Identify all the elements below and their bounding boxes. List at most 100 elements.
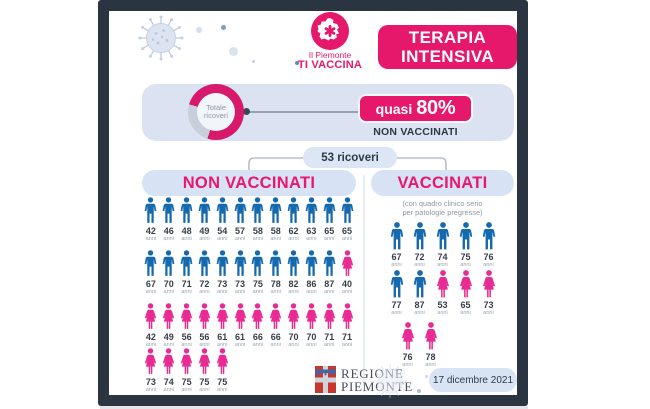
male-person-icon (179, 197, 194, 225)
age-unit: anni (341, 341, 353, 348)
male-person-icon (340, 197, 355, 225)
female-person-icon (143, 348, 158, 376)
age-value: 58 (252, 225, 263, 236)
age-value: 65 (460, 300, 471, 310)
donut-connector-dot (243, 108, 250, 115)
person-female: 76 anni (396, 322, 419, 368)
person-female: 56 anni (195, 303, 213, 348)
age-value: 46 (163, 225, 174, 236)
age-unit: anni (145, 288, 157, 295)
age-value: 74 (163, 376, 174, 387)
person-female: 66 anni (249, 303, 267, 348)
age-unit: anni (425, 362, 436, 368)
person-male: 87 anni (320, 250, 338, 295)
age-value: 57 (235, 225, 246, 236)
age-unit: anni (217, 386, 228, 393)
age-unit: anni (323, 235, 335, 242)
age-unit: anni (341, 235, 353, 242)
male-person-icon (233, 250, 248, 278)
person-female: 70 anni (285, 303, 303, 348)
person-male: 76 anni (477, 222, 500, 268)
donut-label: Totale ricoveri (197, 93, 235, 131)
age-value: 67 (145, 278, 156, 289)
logo-text-line1: Il Piemonte (308, 50, 352, 60)
age-value: 58 (270, 225, 281, 236)
piemonte-map-icon (317, 18, 339, 41)
person-male: 78 anni (267, 250, 285, 295)
age-unit: anni (414, 262, 425, 268)
age-value: 72 (199, 278, 210, 289)
age-value: 73 (217, 278, 228, 289)
piemonte-shield-icon (315, 366, 336, 393)
non-vaccinati-row-4: 73 anni 74 anni 75 anni 75 anni 75 anni (142, 348, 356, 393)
age-value: 75 (460, 252, 471, 262)
age-unit: anni (460, 310, 471, 316)
female-person-icon (286, 303, 301, 331)
age-value: 70 (288, 331, 299, 342)
female-person-icon (233, 303, 248, 331)
age-value: 78 (425, 352, 436, 362)
age-value: 75 (217, 376, 228, 387)
age-unit: anni (437, 262, 448, 268)
male-person-icon (233, 197, 248, 225)
age-value: 75 (199, 376, 210, 387)
age-value: 40 (342, 278, 353, 289)
male-person-icon (322, 250, 337, 278)
title-line1: TERAPIA (408, 28, 487, 47)
female-person-icon (179, 348, 194, 376)
highlight-value: 80% (416, 97, 456, 119)
age-unit: anni (483, 262, 494, 268)
male-person-icon (286, 250, 301, 278)
age-unit: anni (217, 288, 228, 295)
non-vaccinati-row-3: 42 anni 49 anni 56 anni 56 anni 61 anni 61 anni 66 an… (142, 303, 356, 348)
age-unit: anni (234, 235, 246, 242)
person-female: 71 anni (338, 303, 356, 348)
age-value: 75 (181, 376, 192, 387)
female-person-icon (179, 303, 194, 331)
person-male: 87 anni (408, 270, 431, 316)
age-value: 66 (270, 331, 281, 342)
age-value: 87 (414, 300, 425, 310)
male-person-icon (161, 250, 176, 278)
age-unit: anni (234, 288, 246, 295)
person-male: 58 anni (249, 197, 267, 242)
person-male: 72 anni (195, 250, 213, 295)
male-person-icon (435, 222, 451, 251)
age-unit: anni (270, 341, 281, 348)
person-female: 75 anni (213, 348, 231, 393)
person-male: 48 anni (178, 197, 196, 242)
title-line2: INTENSIVA (400, 47, 495, 66)
male-person-icon (143, 197, 158, 225)
age-value: 61 (235, 331, 246, 342)
female-person-icon (250, 303, 265, 331)
age-value: 77 (391, 300, 402, 310)
person-female: 71 anni (320, 303, 338, 348)
person-female: 42 anni (142, 303, 160, 348)
person-male: 65 anni (320, 197, 338, 242)
age-value: 42 (145, 331, 156, 342)
title-banner: TERAPIA INTENSIVA (378, 25, 517, 69)
age-unit: anni (341, 288, 353, 295)
female-person-icon (161, 348, 176, 376)
age-unit: anni (306, 235, 317, 242)
vaccinati-row-2: 77 anni 87 anni 53 anni 65 anni 73 anni (385, 270, 510, 316)
non-vaccinati-header: NON VACCINATI (142, 170, 356, 196)
age-value: 72 (414, 252, 425, 262)
male-person-icon (268, 250, 283, 278)
age-unit: anni (460, 262, 471, 268)
female-person-icon (423, 322, 439, 351)
age-value: 82 (288, 278, 299, 289)
total-pill: 53 ricoveri (303, 147, 397, 168)
virus-icon-small (372, 363, 408, 399)
female-person-icon (435, 270, 451, 299)
donut-connector-line (247, 111, 358, 113)
age-value: 65 (324, 225, 335, 236)
person-female: 61 anni (213, 303, 231, 348)
age-value: 56 (181, 331, 192, 342)
female-person-icon (458, 270, 474, 299)
piemonte-vaccina-logo (311, 12, 349, 50)
age-unit: anni (163, 235, 174, 242)
date-badge: 17 dicembre 2021 (429, 368, 517, 392)
age-value: 71 (181, 278, 192, 289)
person-female: 66 anni (267, 303, 285, 348)
